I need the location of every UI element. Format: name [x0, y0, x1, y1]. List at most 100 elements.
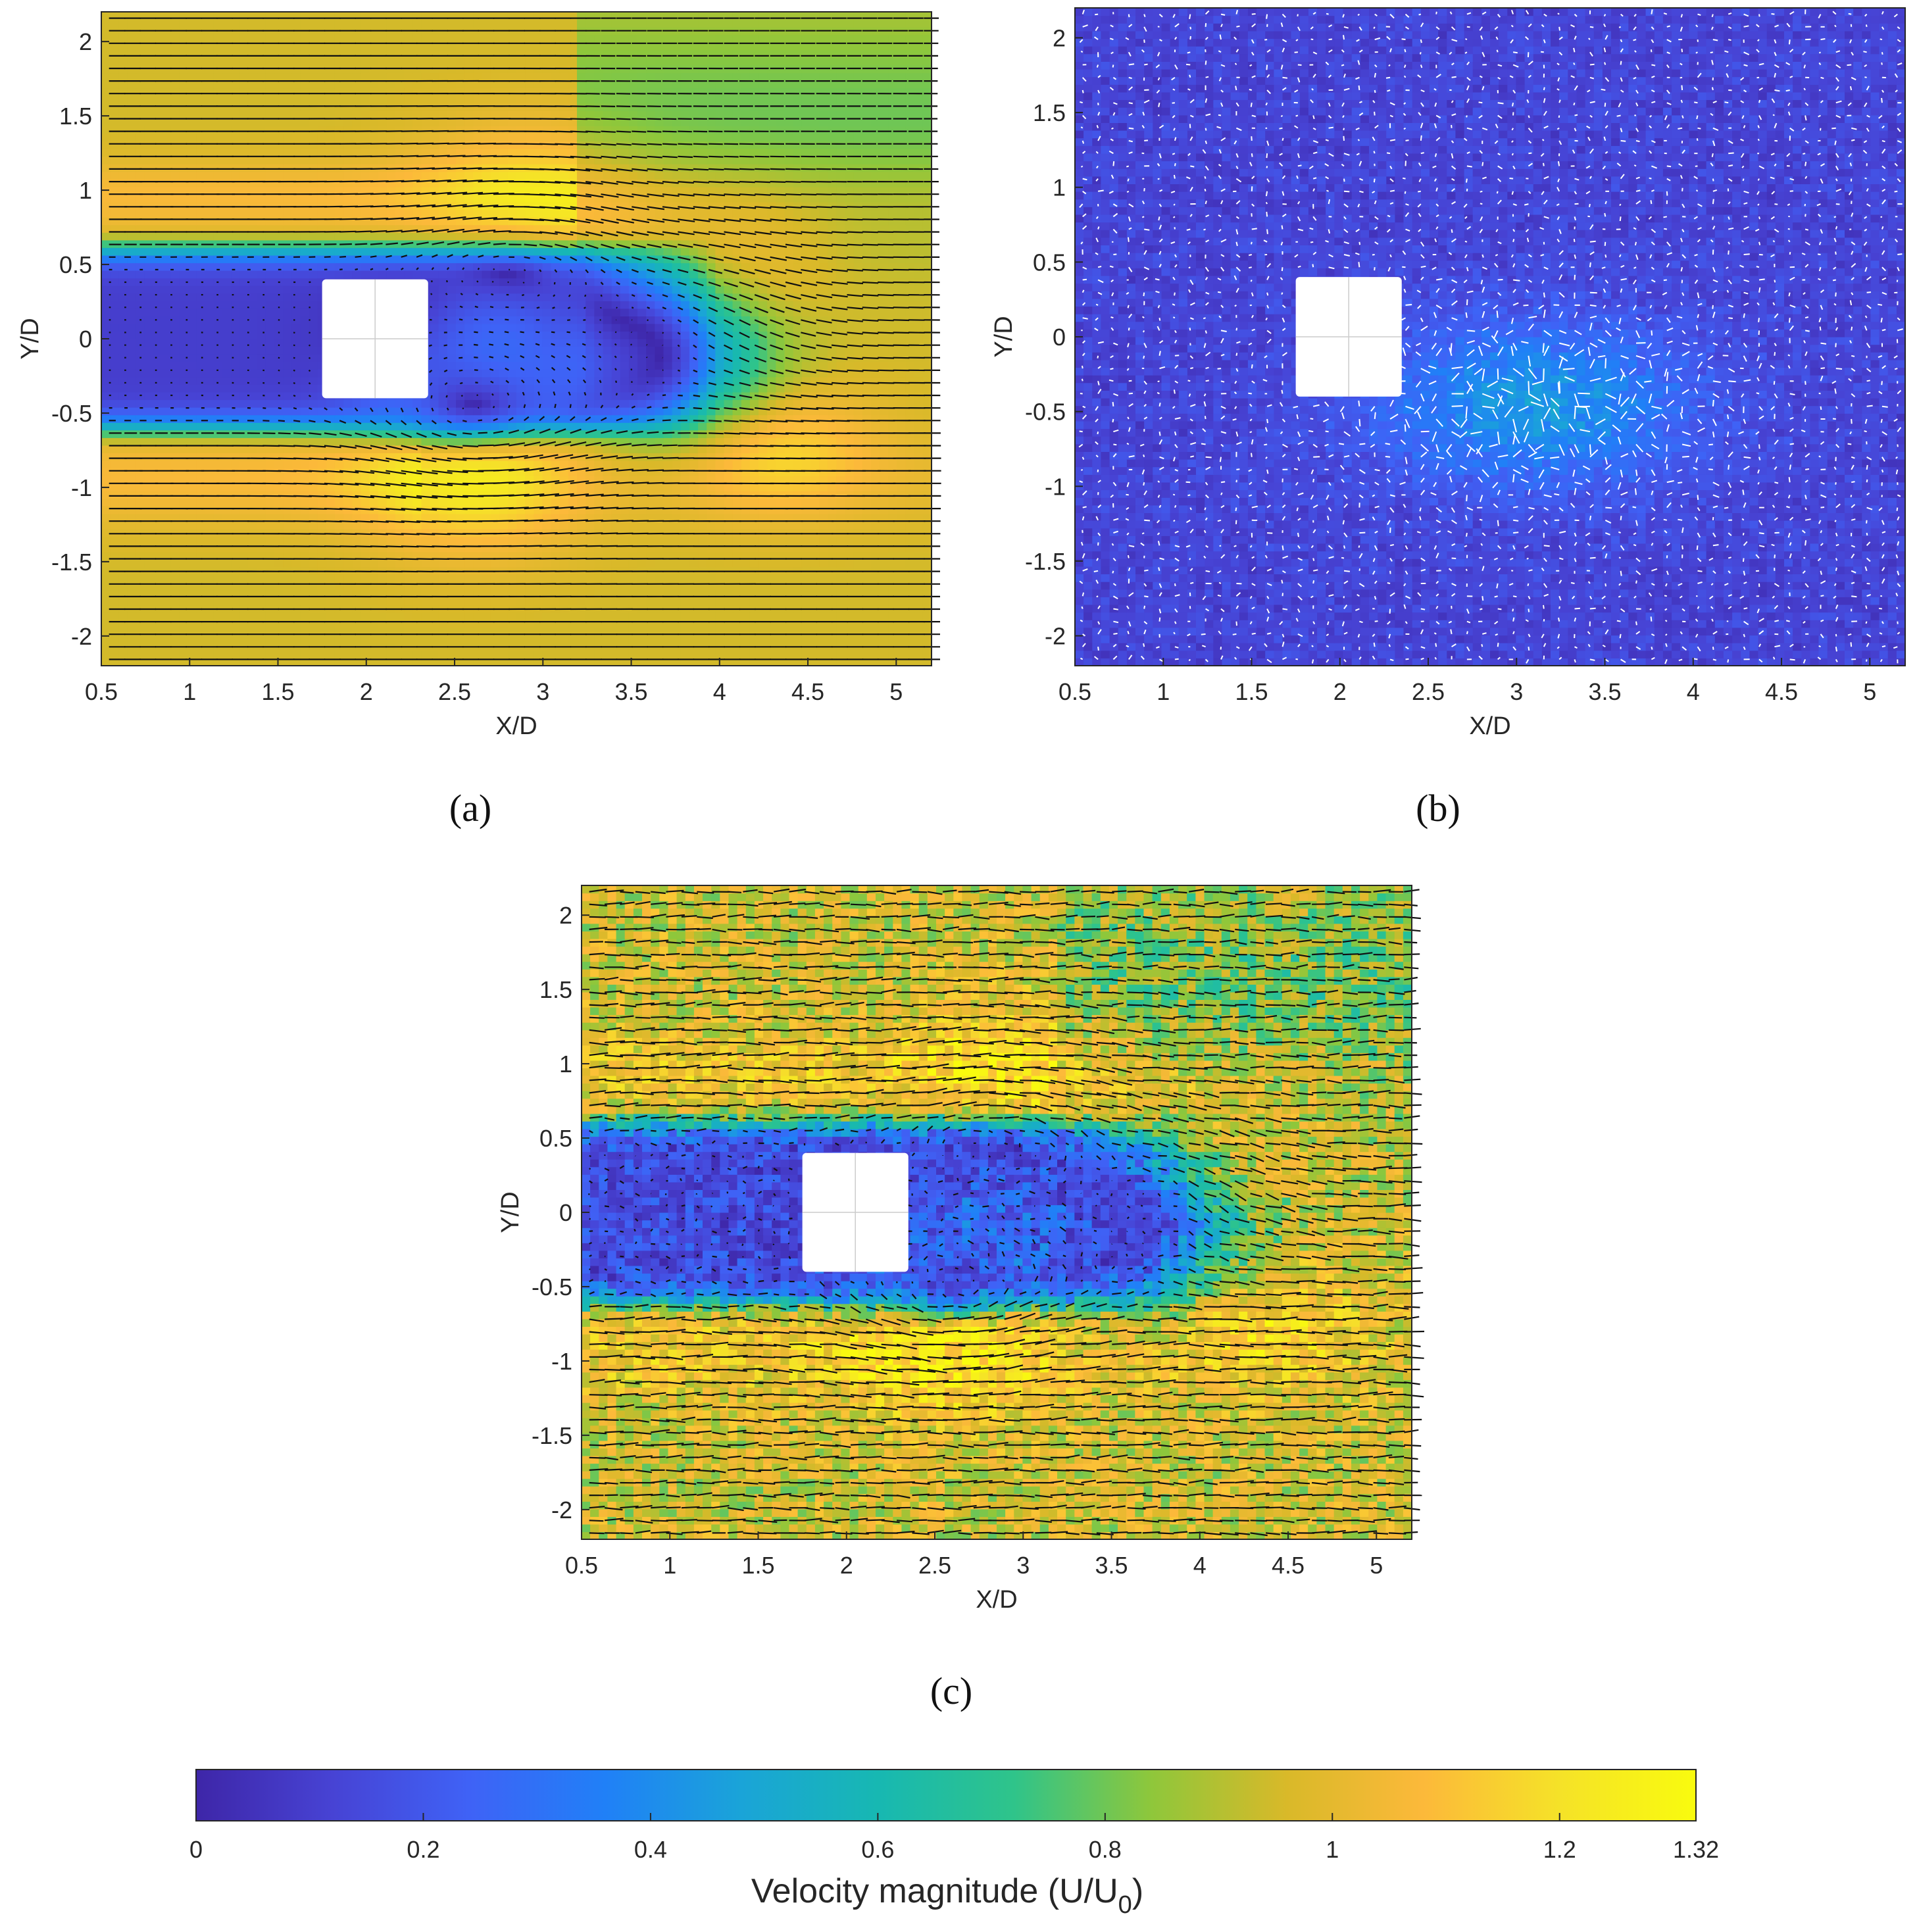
contour-cell [845, 529, 855, 537]
contour-cell [681, 612, 690, 620]
contour-cell [715, 529, 724, 537]
contour-cell [239, 491, 249, 499]
contour-cell [568, 377, 578, 385]
contour-cell [118, 301, 128, 309]
contour-cell [612, 354, 621, 362]
contour-cell [188, 285, 197, 293]
contour-cell [715, 544, 724, 552]
contour-cell [750, 483, 759, 491]
contour-cell [110, 574, 119, 582]
contour-cell [612, 651, 621, 658]
contour-cell [101, 567, 111, 575]
contour-cell [525, 331, 534, 339]
contour-cell [188, 384, 197, 392]
contour-cell [508, 651, 517, 658]
contour-cell [205, 422, 214, 430]
contour-cell [542, 301, 551, 309]
contour-cell [698, 415, 707, 423]
contour-cell [110, 460, 119, 468]
contour-cell [291, 460, 301, 468]
contour-cell [620, 309, 630, 316]
contour-cell [707, 506, 716, 514]
contour-cell [335, 574, 344, 582]
contour-cell [439, 400, 448, 408]
contour-cell [897, 521, 906, 529]
contour-cell [127, 309, 136, 316]
contour-cell [585, 521, 595, 529]
contour-cell [862, 400, 872, 408]
contour-cell [473, 597, 482, 605]
contour-cell [871, 324, 880, 332]
contour-cell [170, 324, 180, 332]
contour-cell [707, 400, 716, 408]
contour-cell [343, 514, 353, 522]
contour-cell [162, 392, 171, 400]
contour-cell [525, 445, 534, 453]
contour-cell [464, 506, 474, 514]
contour-cell [664, 400, 673, 408]
contour-cell [335, 521, 344, 529]
contour-cell [646, 544, 655, 552]
contour-cell [698, 362, 707, 370]
contour-cell [836, 521, 845, 529]
contour-cell [231, 285, 240, 293]
contour-cell [672, 453, 682, 460]
contour-cell [698, 377, 707, 385]
contour-cell [802, 460, 811, 468]
contour-cell [127, 483, 136, 491]
contour-cell [525, 460, 534, 468]
contour-cell [880, 415, 889, 423]
contour-cell [767, 453, 776, 460]
contour-cell [430, 544, 439, 552]
contour-cell [897, 270, 906, 278]
contour-cell [274, 400, 284, 408]
contour-cell [145, 574, 154, 582]
contour-cell [456, 309, 465, 316]
contour-cell [326, 506, 336, 514]
contour-cell [239, 574, 249, 582]
contour-cell [257, 270, 266, 278]
contour-cell [101, 445, 111, 453]
contour-cell [101, 499, 111, 507]
contour-cell [300, 324, 309, 332]
contour-cell [491, 491, 500, 499]
contour-cell [759, 339, 768, 347]
contour-cell [421, 514, 430, 522]
contour-cell [214, 270, 223, 278]
contour-cell [464, 437, 474, 445]
contour-cell [197, 529, 206, 537]
contour-cell [101, 301, 111, 309]
contour-cell [283, 377, 292, 385]
contour-cell [309, 635, 318, 643]
contour-cell [681, 476, 690, 483]
contour-cell [205, 270, 214, 278]
contour-cell [291, 651, 301, 658]
contour-cell [101, 559, 111, 567]
contour-cell [862, 384, 872, 392]
contour-cell [707, 491, 716, 499]
contour-cell [335, 422, 344, 430]
contour-cell [491, 347, 500, 355]
contour-cell [715, 285, 724, 293]
contour-cell [568, 285, 578, 293]
contour-cell [836, 476, 845, 483]
contour-cell [482, 293, 491, 301]
contour-cell [672, 559, 682, 567]
contour-cell [897, 324, 906, 332]
contour-cell [594, 392, 603, 400]
contour-cell [637, 400, 647, 408]
contour-cell [395, 514, 405, 522]
contour-cell [421, 635, 430, 643]
contour-cell [724, 491, 734, 499]
contour-cell [101, 347, 111, 355]
contour-cell [404, 400, 413, 408]
contour-cell [456, 544, 465, 552]
contour-cell [127, 339, 136, 347]
contour-cell [491, 309, 500, 316]
contour-cell [266, 521, 275, 529]
contour-cell [646, 422, 655, 430]
contour-cell [646, 384, 655, 392]
contour-cell [534, 324, 543, 332]
contour-cell [291, 529, 301, 537]
contour-cell [378, 529, 387, 537]
